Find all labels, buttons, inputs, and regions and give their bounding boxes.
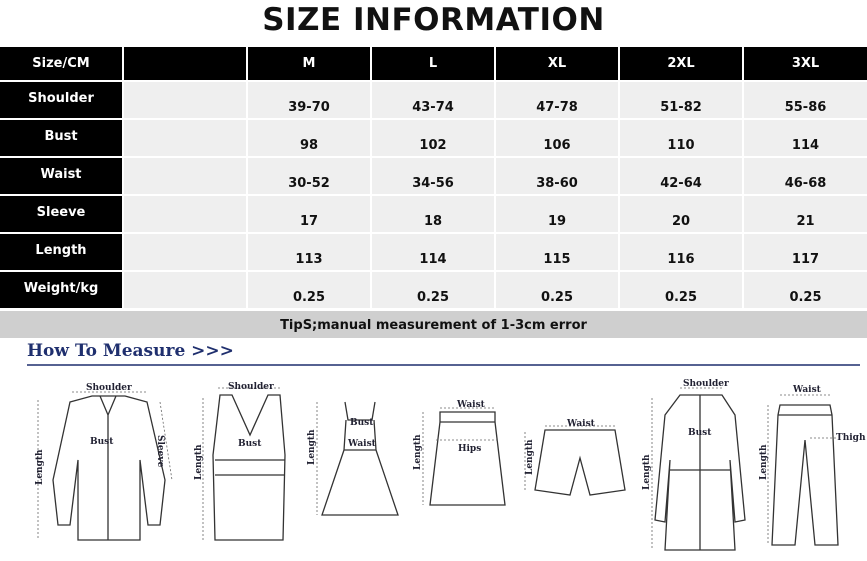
skirt <box>429 411 506 506</box>
figure-label: Shoulder <box>228 382 274 392</box>
value-cell: 0.25 <box>620 272 742 308</box>
row-label: Weight/kg <box>0 272 122 308</box>
blank-cell <box>124 158 246 194</box>
figure-label: Bust <box>238 439 262 449</box>
figure-label: Length <box>525 439 535 475</box>
header-cell: 2XL <box>620 47 742 80</box>
value-cell: 106 <box>496 120 618 156</box>
figure-label: Shoulder <box>683 379 729 389</box>
dim <box>422 407 500 505</box>
value-cell: 98 <box>248 120 370 156</box>
figure-label: Waist <box>456 400 486 410</box>
value-cell: 17 <box>248 196 370 232</box>
tip-note: TipS;manual measurement of 1-3cm error <box>0 311 867 338</box>
figure-label: Shoulder <box>86 383 132 393</box>
dim <box>767 394 838 545</box>
blank-cell <box>124 234 246 270</box>
value-cell: 51-82 <box>620 82 742 118</box>
value-cell: 0.25 <box>744 272 867 308</box>
row-label: Waist <box>0 158 122 194</box>
value-cell: 34-56 <box>372 158 494 194</box>
header-cell: M <box>248 47 370 80</box>
dress <box>321 401 399 516</box>
value-cell: 43-74 <box>372 82 494 118</box>
value-cell: 110 <box>620 120 742 156</box>
row-label: Sleeve <box>0 196 122 232</box>
figure-label: Bust <box>90 437 114 447</box>
blank-cell <box>124 196 246 232</box>
value-cell: 55-86 <box>744 82 867 118</box>
value-cell: 0.25 <box>496 272 618 308</box>
value-cell: 0.25 <box>372 272 494 308</box>
value-cell: 21 <box>744 196 867 232</box>
value-cell: 117 <box>744 234 867 270</box>
header-cell: L <box>372 47 494 80</box>
value-cell: 19 <box>496 196 618 232</box>
value-cell: 42-64 <box>620 158 742 194</box>
value-cell: 47-78 <box>496 82 618 118</box>
dim <box>37 391 173 540</box>
coat <box>654 394 746 551</box>
figure-label: Length <box>307 429 317 465</box>
header-cell: XL <box>496 47 618 80</box>
value-cell: 0.25 <box>248 272 370 308</box>
value-cell: 113 <box>248 234 370 270</box>
figure-label: Waist <box>792 385 822 395</box>
row-label: Bust <box>0 120 122 156</box>
value-cell: 115 <box>496 234 618 270</box>
value-cell: 18 <box>372 196 494 232</box>
value-cell: 39-70 <box>248 82 370 118</box>
figure-label: Length <box>35 449 45 485</box>
figure-label: Hips <box>458 444 481 454</box>
value-cell: 114 <box>372 234 494 270</box>
dim <box>202 387 282 540</box>
figure-label: Bust <box>688 428 712 438</box>
figure-label: Sleeve <box>155 435 165 468</box>
blank-cell <box>124 120 246 156</box>
value-cell: 114 <box>744 120 867 156</box>
value-cell: 102 <box>372 120 494 156</box>
figure-label: Length <box>759 444 769 480</box>
trousers <box>771 404 839 546</box>
dim <box>524 425 615 490</box>
value-cell: 20 <box>620 196 742 232</box>
header-cell <box>124 47 246 80</box>
value-cell: 116 <box>620 234 742 270</box>
figure-label: Bust <box>350 418 374 428</box>
header-cell: 3XL <box>744 47 867 80</box>
measure-guide: How To Measure >>> Shoulder Bust Sleeve … <box>27 341 866 551</box>
measure-title: How To Measure >>> <box>27 341 234 361</box>
page-title: SIZE INFORMATION <box>262 2 605 38</box>
value-cell: 30-52 <box>248 158 370 194</box>
figure-label: Waist <box>347 439 377 449</box>
row-label: Length <box>0 234 122 270</box>
blank-cell <box>124 82 246 118</box>
blank-cell <box>124 272 246 308</box>
figure-label: Length <box>194 444 204 480</box>
figure-label: Length <box>642 454 652 490</box>
figure-label: Thigh <box>836 433 866 443</box>
figure-label: Waist <box>566 419 596 429</box>
header-cell: Size/CM <box>0 47 122 80</box>
vest <box>212 394 286 541</box>
dim <box>651 387 722 550</box>
shirt <box>52 395 166 541</box>
value-cell: 46-68 <box>744 158 867 194</box>
figure-label: Length <box>413 434 423 470</box>
shorts <box>534 429 626 496</box>
row-label: Shoulder <box>0 82 122 118</box>
value-cell: 38-60 <box>496 158 618 194</box>
